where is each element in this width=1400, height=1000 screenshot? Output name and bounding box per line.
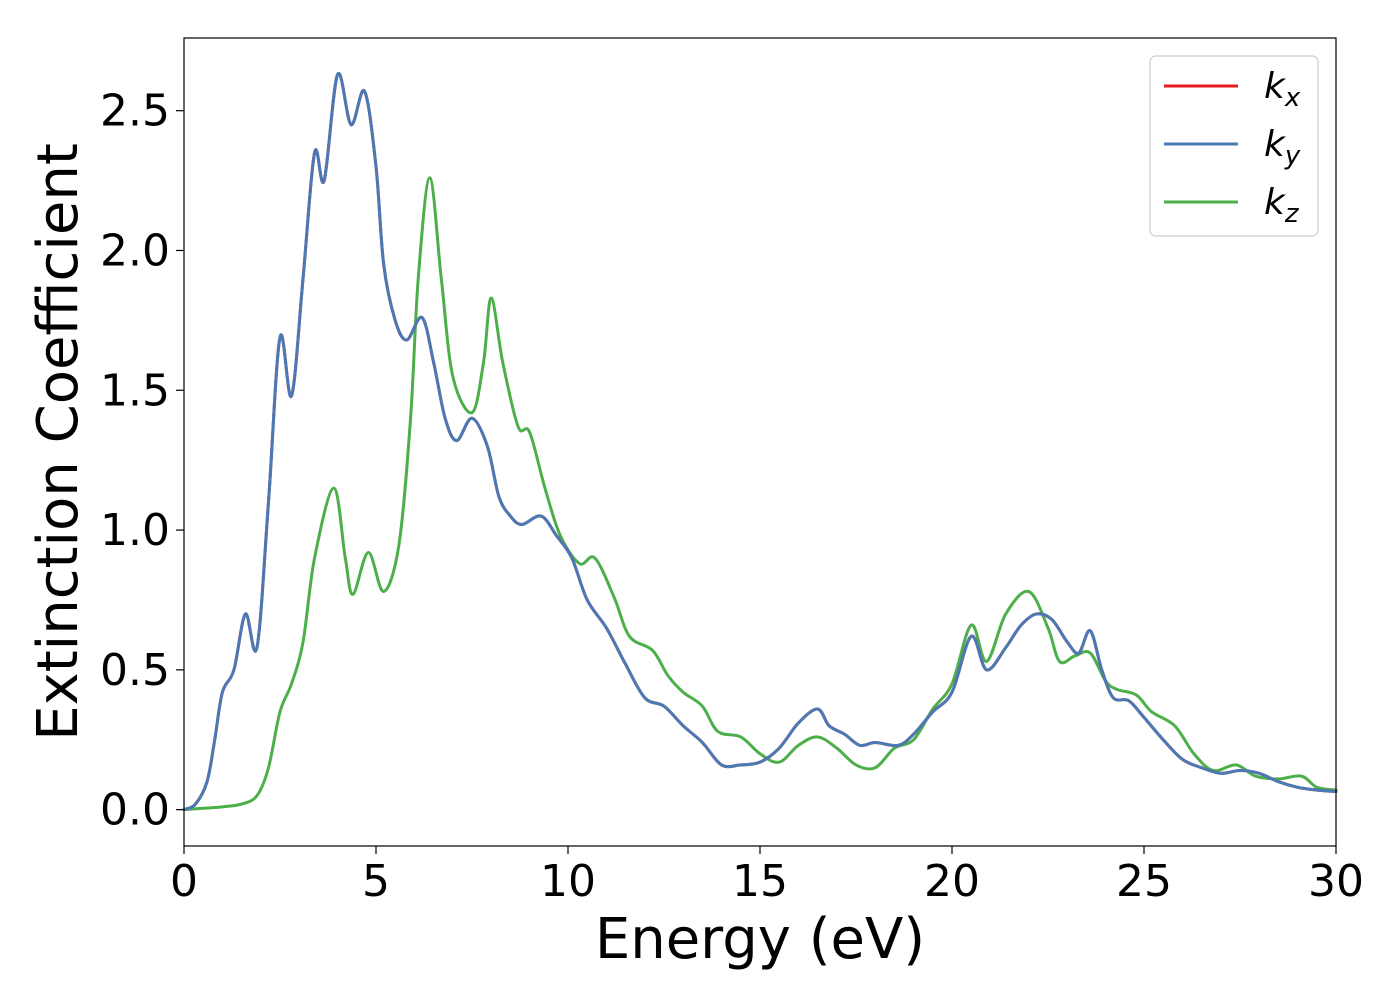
x-axis: 0 5 10 15 20 25 30: [170, 846, 1364, 907]
y-tick-label: 1.5: [100, 365, 170, 416]
x-tick-label: 10: [540, 856, 596, 907]
x-axis-label: Energy (eV): [595, 907, 925, 972]
y-tick-label: 1.0: [100, 505, 170, 556]
x-tick-label: 30: [1308, 856, 1364, 907]
legend: kx ky kz: [1149, 55, 1319, 237]
y-tick-label: 0.0: [100, 785, 170, 836]
y-axis-label: Extinction Coefficient: [26, 143, 91, 741]
legend-label-x: kx: [1264, 66, 1301, 113]
y-tick-label: 2.5: [100, 86, 170, 137]
x-tick-label: 15: [732, 856, 788, 907]
legend-label-z: kz: [1264, 182, 1300, 229]
x-tick-label: 5: [362, 856, 390, 907]
y-tick-label: 0.5: [100, 645, 170, 696]
legend-label-y: ky: [1264, 124, 1301, 171]
legend-box: [1149, 55, 1319, 237]
series-layer: [182, 72, 1338, 812]
x-tick-label: 0: [170, 856, 198, 907]
x-tick-label: 20: [924, 856, 980, 907]
y-tick-label: 2.0: [100, 225, 170, 276]
series-line-y: [182, 72, 1338, 812]
y-axis: 0.0 0.5 1.0 1.5 2.0 2.5: [100, 86, 184, 836]
x-tick-label: 25: [1116, 856, 1172, 907]
